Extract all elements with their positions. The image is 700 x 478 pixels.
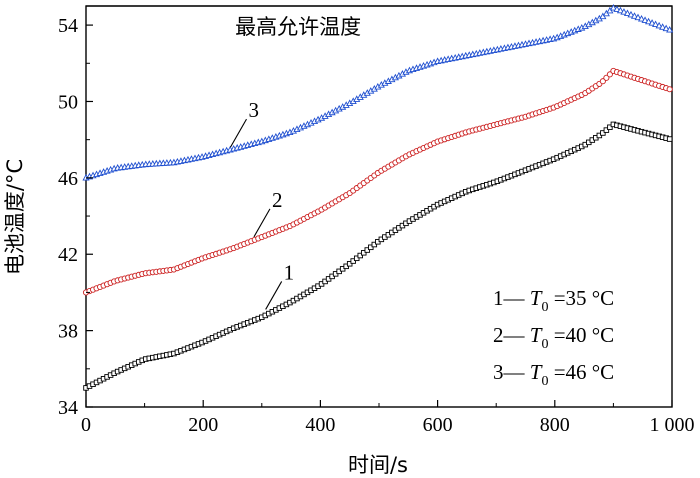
data-point bbox=[616, 6, 624, 14]
legend-item-1: 1— T0 =35 °C bbox=[493, 286, 614, 315]
series-3 bbox=[82, 3, 674, 181]
x-tick-label: 1 000 bbox=[650, 414, 695, 436]
x-tick-label: 400 bbox=[305, 414, 335, 436]
legend-item-3: 3— T0 =46 °C bbox=[493, 360, 614, 389]
series-2-line bbox=[85, 70, 673, 293]
data-point bbox=[659, 23, 667, 30]
series-group bbox=[82, 3, 674, 391]
limit-line-group: 最高允许温度 bbox=[86, 5, 672, 39]
data-point bbox=[666, 86, 673, 93]
data-point bbox=[655, 21, 663, 29]
x-tick-label: 0 bbox=[81, 414, 91, 436]
y-tick-label: 34 bbox=[58, 397, 78, 419]
data-point bbox=[637, 14, 646, 22]
data-point bbox=[606, 71, 613, 78]
data-point bbox=[648, 19, 656, 26]
data-point bbox=[603, 127, 610, 133]
data-point bbox=[609, 3, 617, 11]
data-point bbox=[641, 16, 649, 23]
y-tick-label: 38 bbox=[58, 321, 78, 343]
data-point bbox=[603, 74, 610, 81]
data-point bbox=[620, 8, 628, 15]
data-point bbox=[662, 24, 670, 32]
data-point bbox=[666, 25, 674, 33]
series-labels-group: 1 2 3 bbox=[230, 98, 295, 310]
ticks-group: 0 200 400 600 800 1 000 34 38 42 46 50 54 bbox=[58, 15, 695, 436]
y-tick-label: 42 bbox=[58, 244, 78, 266]
series-label-1: 1 bbox=[284, 260, 295, 284]
series-label-leader bbox=[265, 281, 283, 310]
max-temperature-label: 最高允许温度 bbox=[235, 15, 361, 39]
x-tick-label: 600 bbox=[423, 414, 453, 436]
data-point bbox=[623, 9, 632, 17]
x-tick-label: 200 bbox=[188, 414, 218, 436]
data-point bbox=[652, 20, 660, 28]
x-tick-label: 800 bbox=[540, 414, 570, 436]
series-label-leader bbox=[230, 118, 247, 148]
series-1 bbox=[83, 121, 673, 391]
x-axis-label: 时间/s bbox=[348, 453, 408, 477]
data-point bbox=[630, 12, 639, 19]
data-point bbox=[607, 124, 613, 131]
series-label-leader bbox=[253, 208, 271, 238]
data-point bbox=[634, 13, 642, 21]
series-label-3: 3 bbox=[249, 98, 260, 122]
data-point bbox=[600, 130, 606, 136]
data-point bbox=[613, 5, 621, 12]
legend: 1— T0 =35 °C 2— T0 =40 °C 3— T0 =46 °C bbox=[493, 286, 614, 389]
data-point bbox=[627, 10, 635, 18]
legend-item-2: 2— T0 =40 °C bbox=[493, 323, 614, 352]
data-point bbox=[666, 136, 673, 142]
data-point bbox=[645, 17, 653, 25]
y-tick-label: 54 bbox=[58, 15, 78, 37]
y-tick-label: 50 bbox=[58, 91, 78, 113]
y-axis-label: 电池温度/°C bbox=[3, 159, 27, 275]
data-point bbox=[599, 78, 606, 85]
series-2 bbox=[82, 67, 673, 296]
series-label-2: 2 bbox=[272, 188, 283, 212]
y-tick-label: 46 bbox=[58, 168, 78, 190]
